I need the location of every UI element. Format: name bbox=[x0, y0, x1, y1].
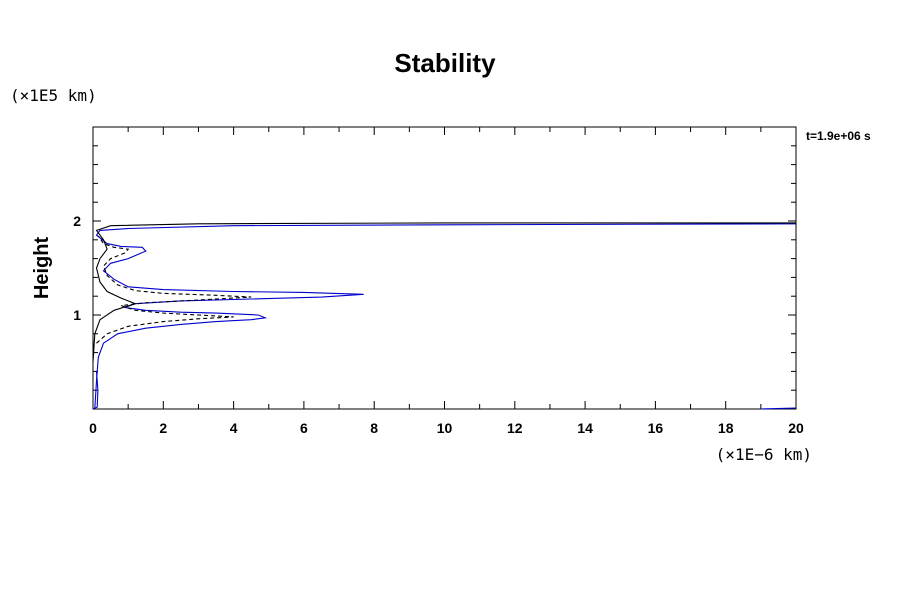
x-tick-label: 18 bbox=[718, 420, 734, 436]
plot-frame bbox=[92, 126, 797, 410]
y-tick-label: 2 bbox=[73, 213, 81, 229]
x-tick-label: 20 bbox=[788, 420, 804, 436]
x-tick-label: 12 bbox=[507, 420, 523, 436]
curve-5 bbox=[760, 407, 797, 410]
x-tick-label: 0 bbox=[89, 420, 97, 436]
time-label: t=1.9e+06 s bbox=[806, 129, 871, 143]
y-axis-label: Height bbox=[31, 237, 53, 300]
curve-2 bbox=[96, 235, 252, 344]
y-unit-label: (×1E5 km) bbox=[10, 86, 97, 105]
chart-title: Stability bbox=[394, 48, 496, 78]
curve-3 bbox=[92, 222, 796, 363]
x-tick-label: 10 bbox=[437, 420, 453, 436]
x-tick-label: 6 bbox=[300, 420, 308, 436]
curve-4 bbox=[92, 371, 99, 410]
x-tick-label: 4 bbox=[230, 420, 238, 436]
y-tick-label: 1 bbox=[73, 307, 81, 323]
x-tick-label: 2 bbox=[159, 420, 167, 436]
x-tick-label: 16 bbox=[648, 420, 664, 436]
x-tick-label: 8 bbox=[370, 420, 378, 436]
curve-1 bbox=[94, 223, 797, 410]
x-unit-label: (×1E−6 km) bbox=[716, 445, 812, 464]
stability-curves bbox=[92, 222, 797, 410]
x-tick-label: 14 bbox=[577, 420, 593, 436]
